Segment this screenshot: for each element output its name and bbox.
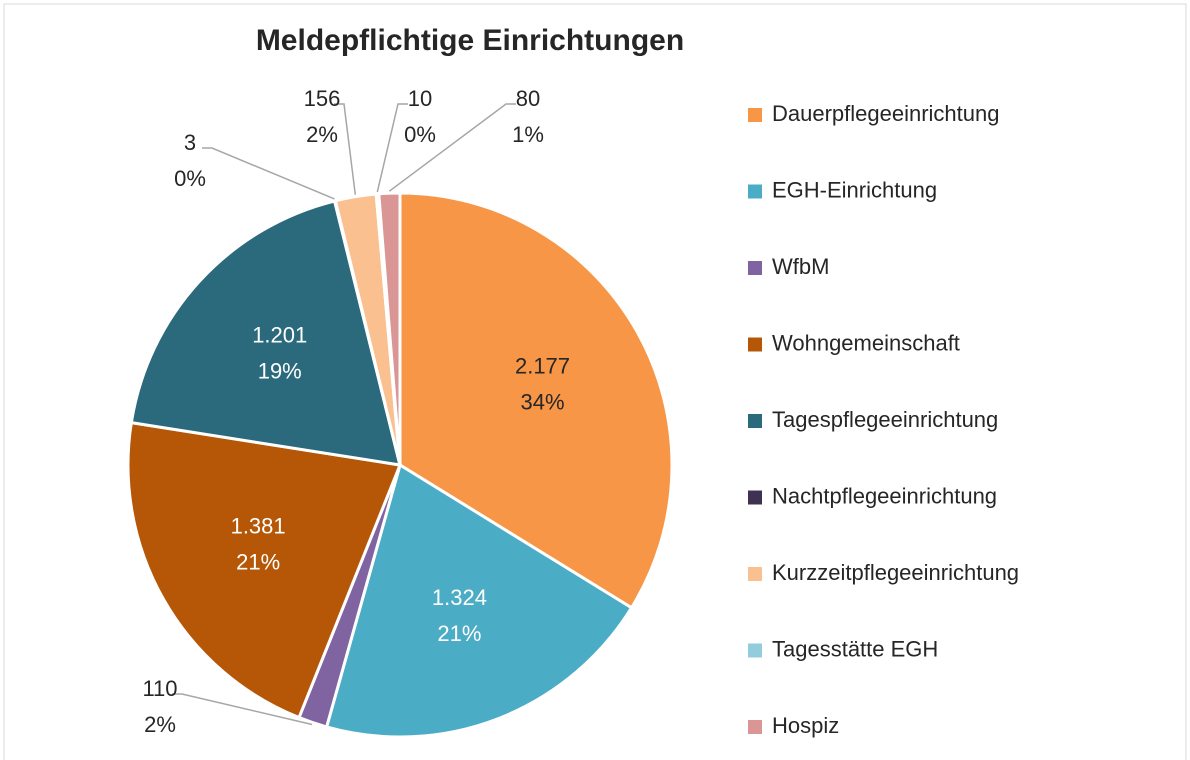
legend-label: Kurzzeitpflegeeinrichtung [772,560,1019,585]
legend-swatch [748,490,762,505]
data-label-value: 1.324 [432,585,487,610]
leader-line [376,103,408,193]
legend-swatch [748,643,762,658]
legend-swatch [748,184,762,199]
data-label-percent: 21% [236,549,280,574]
legend-swatch [748,108,762,122]
data-label-percent: 21% [437,621,481,646]
data-label-value: 1.381 [231,513,286,538]
data-label-value: 10 [408,86,432,111]
data-label-value: 80 [516,86,540,111]
legend-label: Hospiz [772,713,839,738]
leader-line [172,693,313,726]
legend-swatch [748,337,762,352]
data-label-percent: 34% [520,389,564,414]
data-label-value: 2.177 [515,353,570,378]
legend-label: Tagesstätte EGH [772,636,938,661]
pie-slice [324,462,634,739]
legend-label: WfbM [772,254,829,279]
legend-label: Tagespflegeeinrichtung [772,407,998,432]
pie-slice [129,199,402,467]
legend-swatch [748,261,762,275]
legend-label: EGH-Einrichtung [772,177,937,202]
data-label-percent: 0% [174,166,206,191]
chart-title: Meldepflichtige Einrichtungen [256,24,684,57]
legend-swatch [748,720,762,734]
legend-label: Dauerpflegeeinrichtung [772,101,1000,126]
legend-label: Nachtpflegeeinrichtung [772,483,997,508]
leader-line [202,147,335,200]
legend-swatch [748,414,762,428]
data-label-percent: 19% [258,358,302,383]
data-label-percent: 1% [512,122,544,147]
data-label-value: 3 [184,130,196,155]
pie-slice [398,191,674,610]
data-label-percent: 0% [404,122,436,147]
data-label-value: 156 [304,86,341,111]
pie-slice [126,420,403,720]
data-label-percent: 2% [144,712,176,737]
legend-label: Wohngemeinschaft [772,330,960,355]
data-label-percent: 2% [306,122,338,147]
data-label-value: 110 [142,676,177,701]
legend-swatch [748,567,762,581]
leader-line [388,103,516,192]
leader-line [334,103,357,195]
data-label-value: 1.201 [252,322,307,347]
pie-slice [377,191,402,466]
